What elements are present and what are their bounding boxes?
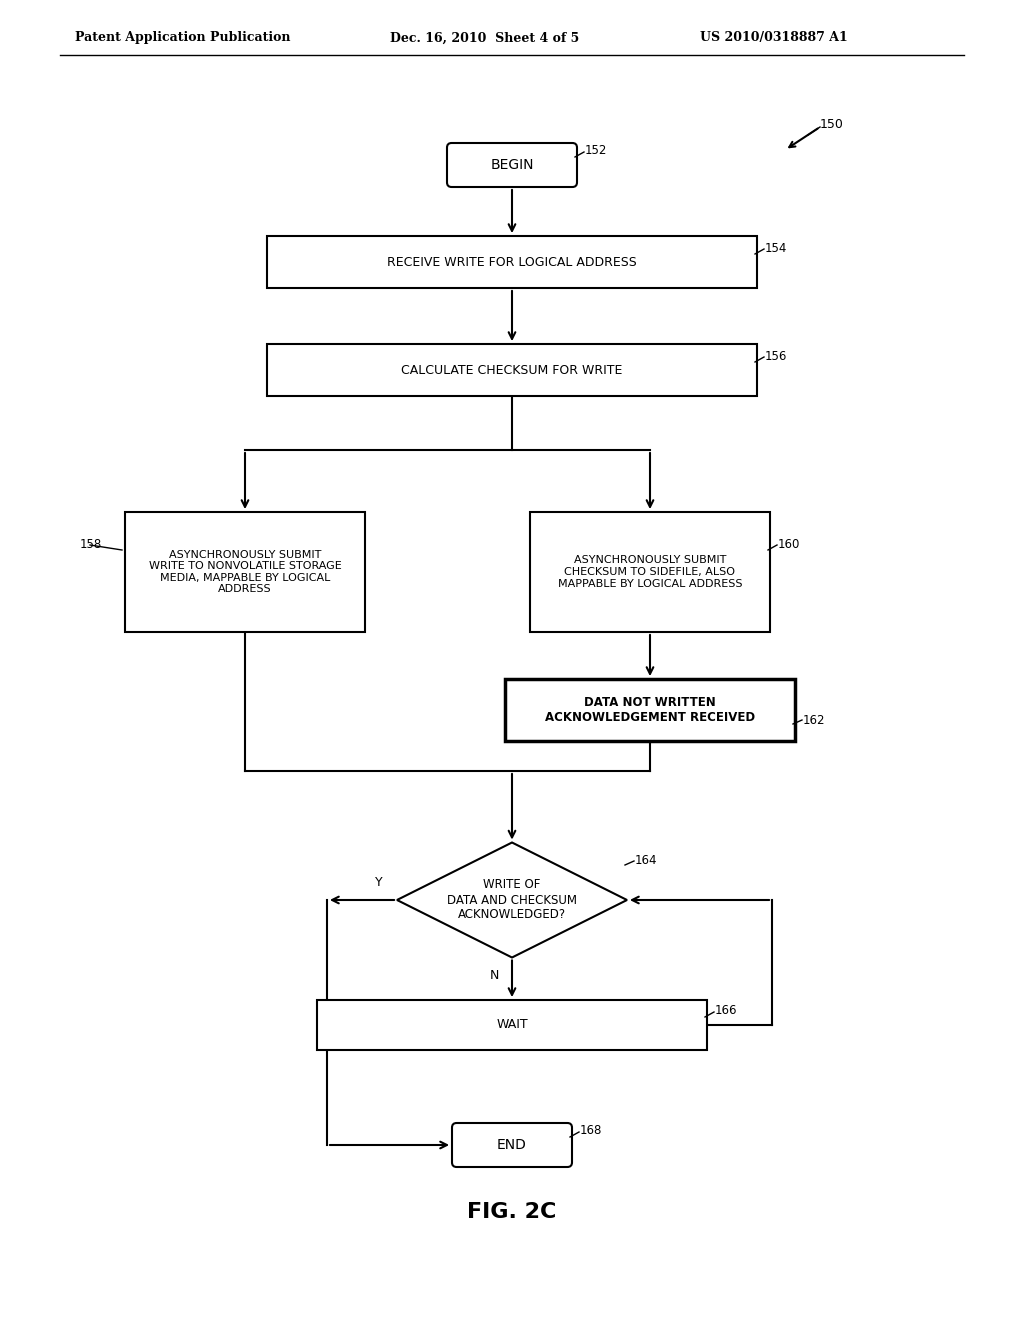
Text: 160: 160 (778, 537, 801, 550)
Bar (505, 678, 795, 741)
Bar (267, 345, 757, 396)
Text: N: N (489, 969, 499, 982)
FancyBboxPatch shape (447, 143, 577, 187)
FancyBboxPatch shape (452, 1123, 572, 1167)
Text: ASYNCHRONOUSLY SUBMIT
CHECKSUM TO SIDEFILE, ALSO
MAPPABLE BY LOGICAL ADDRESS: ASYNCHRONOUSLY SUBMIT CHECKSUM TO SIDEFI… (558, 556, 742, 589)
Text: 168: 168 (580, 1125, 602, 1138)
Text: 152: 152 (585, 144, 607, 157)
Text: 156: 156 (765, 350, 787, 363)
Text: DATA NOT WRITTEN
ACKNOWLEDGEMENT RECEIVED: DATA NOT WRITTEN ACKNOWLEDGEMENT RECEIVE… (545, 696, 755, 723)
Text: Patent Application Publication: Patent Application Publication (75, 32, 291, 45)
Text: 150: 150 (820, 119, 844, 132)
Text: RECEIVE WRITE FOR LOGICAL ADDRESS: RECEIVE WRITE FOR LOGICAL ADDRESS (387, 256, 637, 268)
Text: Y: Y (375, 875, 383, 888)
Text: BEGIN: BEGIN (490, 158, 534, 172)
Text: END: END (497, 1138, 527, 1152)
Text: 164: 164 (635, 854, 657, 866)
Text: FIG. 2C: FIG. 2C (467, 1203, 557, 1222)
Bar (125, 512, 365, 632)
Text: ASYNCHRONOUSLY SUBMIT
WRITE TO NONVOLATILE STORAGE
MEDIA, MAPPABLE BY LOGICAL
AD: ASYNCHRONOUSLY SUBMIT WRITE TO NONVOLATI… (148, 549, 341, 594)
Text: 154: 154 (765, 242, 787, 255)
Text: 162: 162 (803, 714, 825, 726)
Polygon shape (397, 842, 627, 957)
Bar (530, 512, 770, 632)
Text: WRITE OF
DATA AND CHECKSUM
ACKNOWLEDGED?: WRITE OF DATA AND CHECKSUM ACKNOWLEDGED? (447, 879, 577, 921)
Bar (317, 1001, 707, 1049)
Text: WAIT: WAIT (497, 1019, 527, 1031)
Bar (267, 236, 757, 288)
Text: 158: 158 (80, 537, 102, 550)
Text: US 2010/0318887 A1: US 2010/0318887 A1 (700, 32, 848, 45)
Text: Dec. 16, 2010  Sheet 4 of 5: Dec. 16, 2010 Sheet 4 of 5 (390, 32, 580, 45)
Text: CALCULATE CHECKSUM FOR WRITE: CALCULATE CHECKSUM FOR WRITE (401, 363, 623, 376)
Text: 166: 166 (715, 1005, 737, 1018)
